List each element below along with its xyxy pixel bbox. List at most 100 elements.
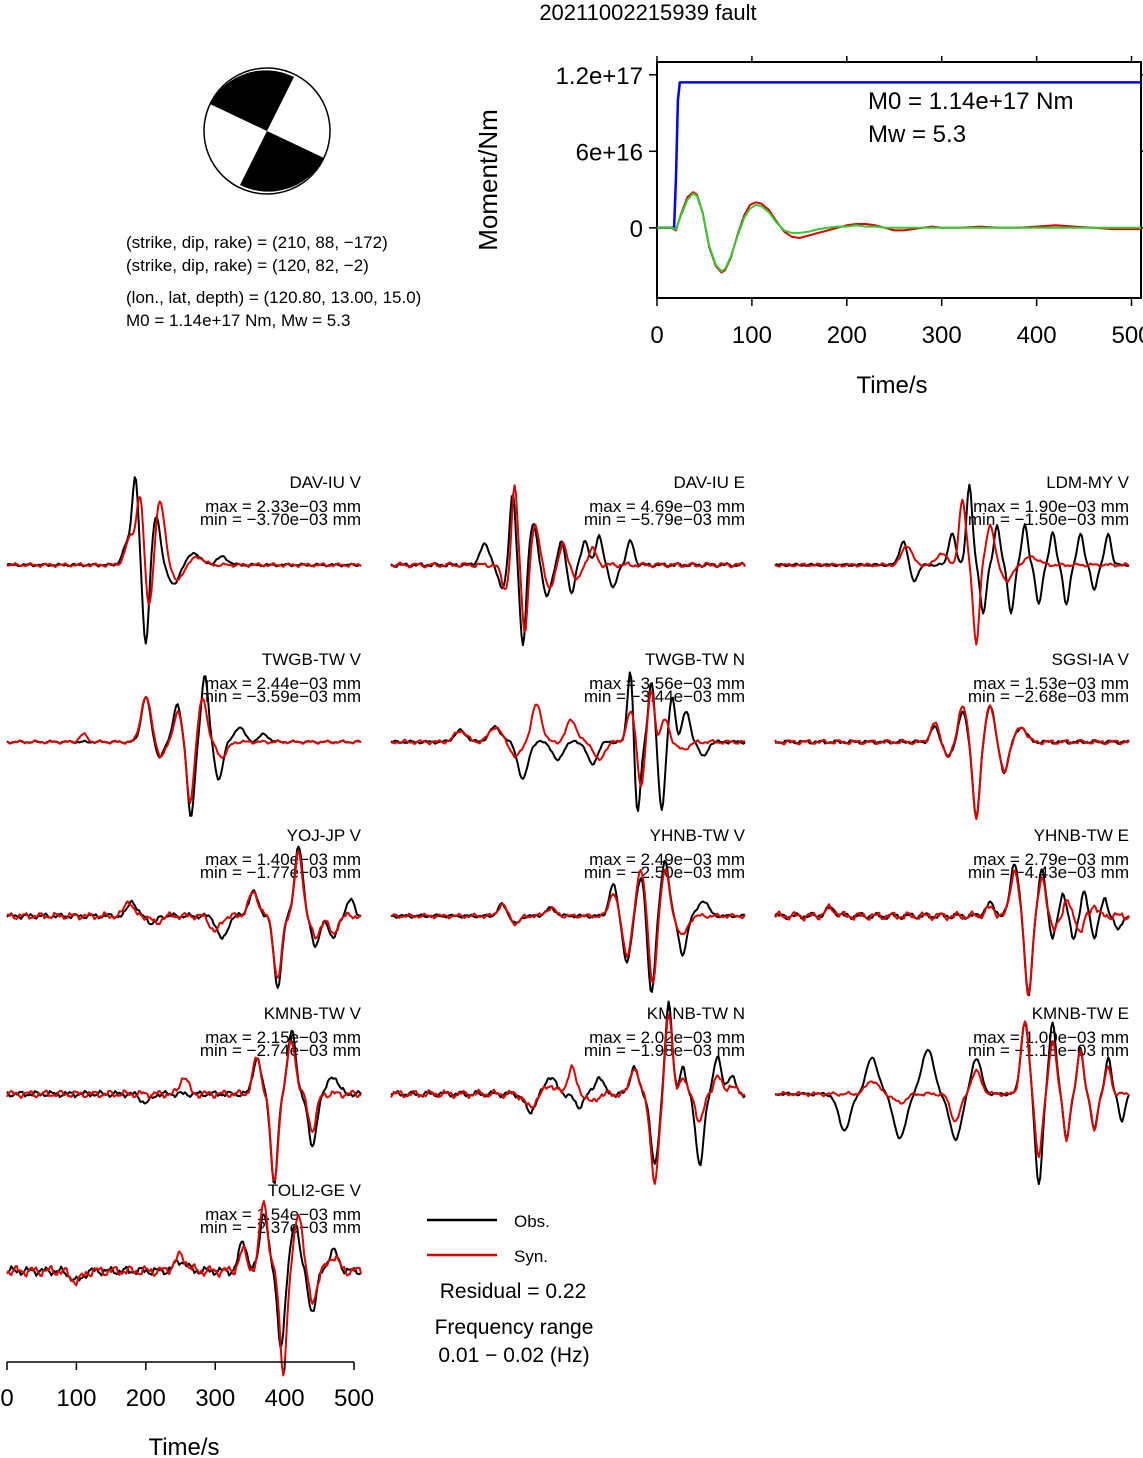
synthetic-trace [774, 869, 1130, 996]
synthetic-trace [6, 1040, 362, 1182]
observed-trace [774, 863, 1130, 997]
nodal-plane-2: (strike, dip, rake) = (120, 82, −2) [126, 256, 369, 275]
moment-y-axis-label: Moment/Nm [473, 109, 503, 251]
waveform-x-axis-label: Time/s [148, 1434, 219, 1458]
moment-x-tick-label: 400 [1017, 322, 1057, 349]
station-name: SGSI-IA V [1052, 650, 1130, 669]
moment-y-tick-label: 1.2e+17 [556, 63, 643, 90]
station-max: max = 2.15e−03 mm [205, 1028, 361, 1047]
magnitude-summary: M0 = 1.14e+17 Nm, Mw = 5.3 [126, 311, 350, 330]
station-min: min = −1.50e−03 mm [968, 510, 1129, 529]
moment-plot: 010020030040050006e+161.2e+17 Moment/Nm … [473, 56, 1143, 399]
station-name: DAV-IU E [674, 473, 745, 492]
compressional-quadrant-lower-right [240, 131, 324, 192]
observed-trace [774, 483, 1130, 615]
station-name: DAV-IU V [290, 473, 362, 492]
synthetic-trace [6, 1200, 362, 1377]
synthetic-trace [774, 1020, 1130, 1159]
waveform-time-axis: 0 100 200 300 400 500 [0, 1361, 374, 1412]
moment-x-tick-label: 300 [922, 322, 962, 349]
time-axis-tick-label: 100 [56, 1385, 96, 1412]
moment-x-axis-label: Time/s [856, 372, 927, 399]
observed-trace [6, 1029, 362, 1184]
hypocenter-location: (lon., lat, depth) = (120.80, 13.00, 15.… [126, 288, 421, 307]
observed-trace [774, 705, 1130, 820]
station-max: max = 2.79e−03 mm [973, 850, 1129, 869]
figure-title: 20211002215939 fault [539, 0, 756, 25]
station-min: min = −3.59e−03 mm [200, 687, 361, 706]
station-max: max = 1.53e−03 mm [973, 674, 1129, 693]
station-name: YHNB-TW E [1034, 826, 1129, 845]
moment-x-tick-label: 200 [827, 322, 867, 349]
frequency-range-title: Frequency range [435, 1316, 594, 1339]
moment-x-tick-label: 100 [732, 322, 772, 349]
legend-syn-label: Syn. [514, 1247, 548, 1266]
observed-trace [390, 493, 746, 647]
moment-y-tick-label: 6e+16 [576, 139, 643, 166]
station-min: min = −3.44e−03 mm [584, 687, 745, 706]
legend-obs-label: Obs. [514, 1212, 550, 1231]
synthetic-trace [7, 496, 362, 606]
moment-x-tick-label: 500 [1111, 322, 1143, 349]
station-name: YOJ-JP V [287, 826, 362, 845]
time-axis-tick-label: 500 [334, 1385, 374, 1412]
moment-series-2 [657, 192, 1141, 273]
synthetic-trace [774, 498, 1130, 646]
station-min: min = −2.68e−03 mm [968, 687, 1129, 706]
moment-plot-frame [656, 61, 1142, 299]
station-min: min = −4.43e−03 mm [968, 863, 1129, 882]
station-max: max = 1.90e−03 mm [973, 497, 1129, 516]
synthetic-trace [390, 1013, 746, 1185]
moment-y-tick-label: 0 [630, 216, 643, 243]
station-name: LDM-MY V [1046, 473, 1129, 492]
station-name: TOLI2-GE V [268, 1181, 362, 1200]
station-name: YHNB-TW V [650, 826, 746, 845]
moment-m0-annotation: M0 = 1.14e+17 Nm [868, 88, 1073, 115]
station-name: KMNB-TW N [647, 1004, 745, 1023]
synthetic-trace [6, 695, 362, 804]
nodal-plane-1: (strike, dip, rake) = (210, 88, −172) [126, 233, 388, 252]
station-max: max = 2.33e−03 mm [205, 497, 361, 516]
station-max: max = 2.44e−03 mm [205, 674, 361, 693]
station-max: max = 2.49e−03 mm [589, 850, 745, 869]
station-min: min = −5.79e−03 mm [584, 510, 745, 529]
station-name: KMNB-TW V [264, 1004, 362, 1023]
station-min: min = −3.70e−03 mm [200, 510, 361, 529]
synthetic-trace [390, 690, 746, 788]
station-min: min = −2.37e−03 mm [200, 1218, 361, 1237]
station-max: max = 4.69e−03 mm [589, 497, 745, 516]
compressional-quadrant-upper-left [210, 70, 294, 131]
frequency-range-value: 0.01 − 0.02 (Hz) [438, 1344, 589, 1367]
station-min: min = −2.74e−03 mm [200, 1041, 361, 1060]
synthetic-trace [390, 484, 746, 633]
moment-mw-annotation: Mw = 5.3 [868, 121, 966, 148]
residual-label: Residual = 0.22 [440, 1280, 587, 1303]
time-axis-tick-label: 200 [126, 1385, 166, 1412]
station-max: max = 1.54e−03 mm [205, 1205, 361, 1224]
beachball-diagram [203, 67, 331, 195]
station-min: min = −1.77e−03 mm [200, 863, 361, 882]
synthetic-trace [390, 868, 746, 984]
observed-trace [390, 1000, 746, 1167]
station-name: TWGB-TW N [645, 650, 745, 669]
synthetic-trace [774, 704, 1130, 821]
moment-x-tick-label: 0 [650, 322, 663, 349]
legend: Obs. Syn. [427, 1212, 550, 1266]
time-axis-tick-label: 400 [265, 1385, 305, 1412]
station-max: max = 2.02e−03 mm [589, 1028, 745, 1047]
